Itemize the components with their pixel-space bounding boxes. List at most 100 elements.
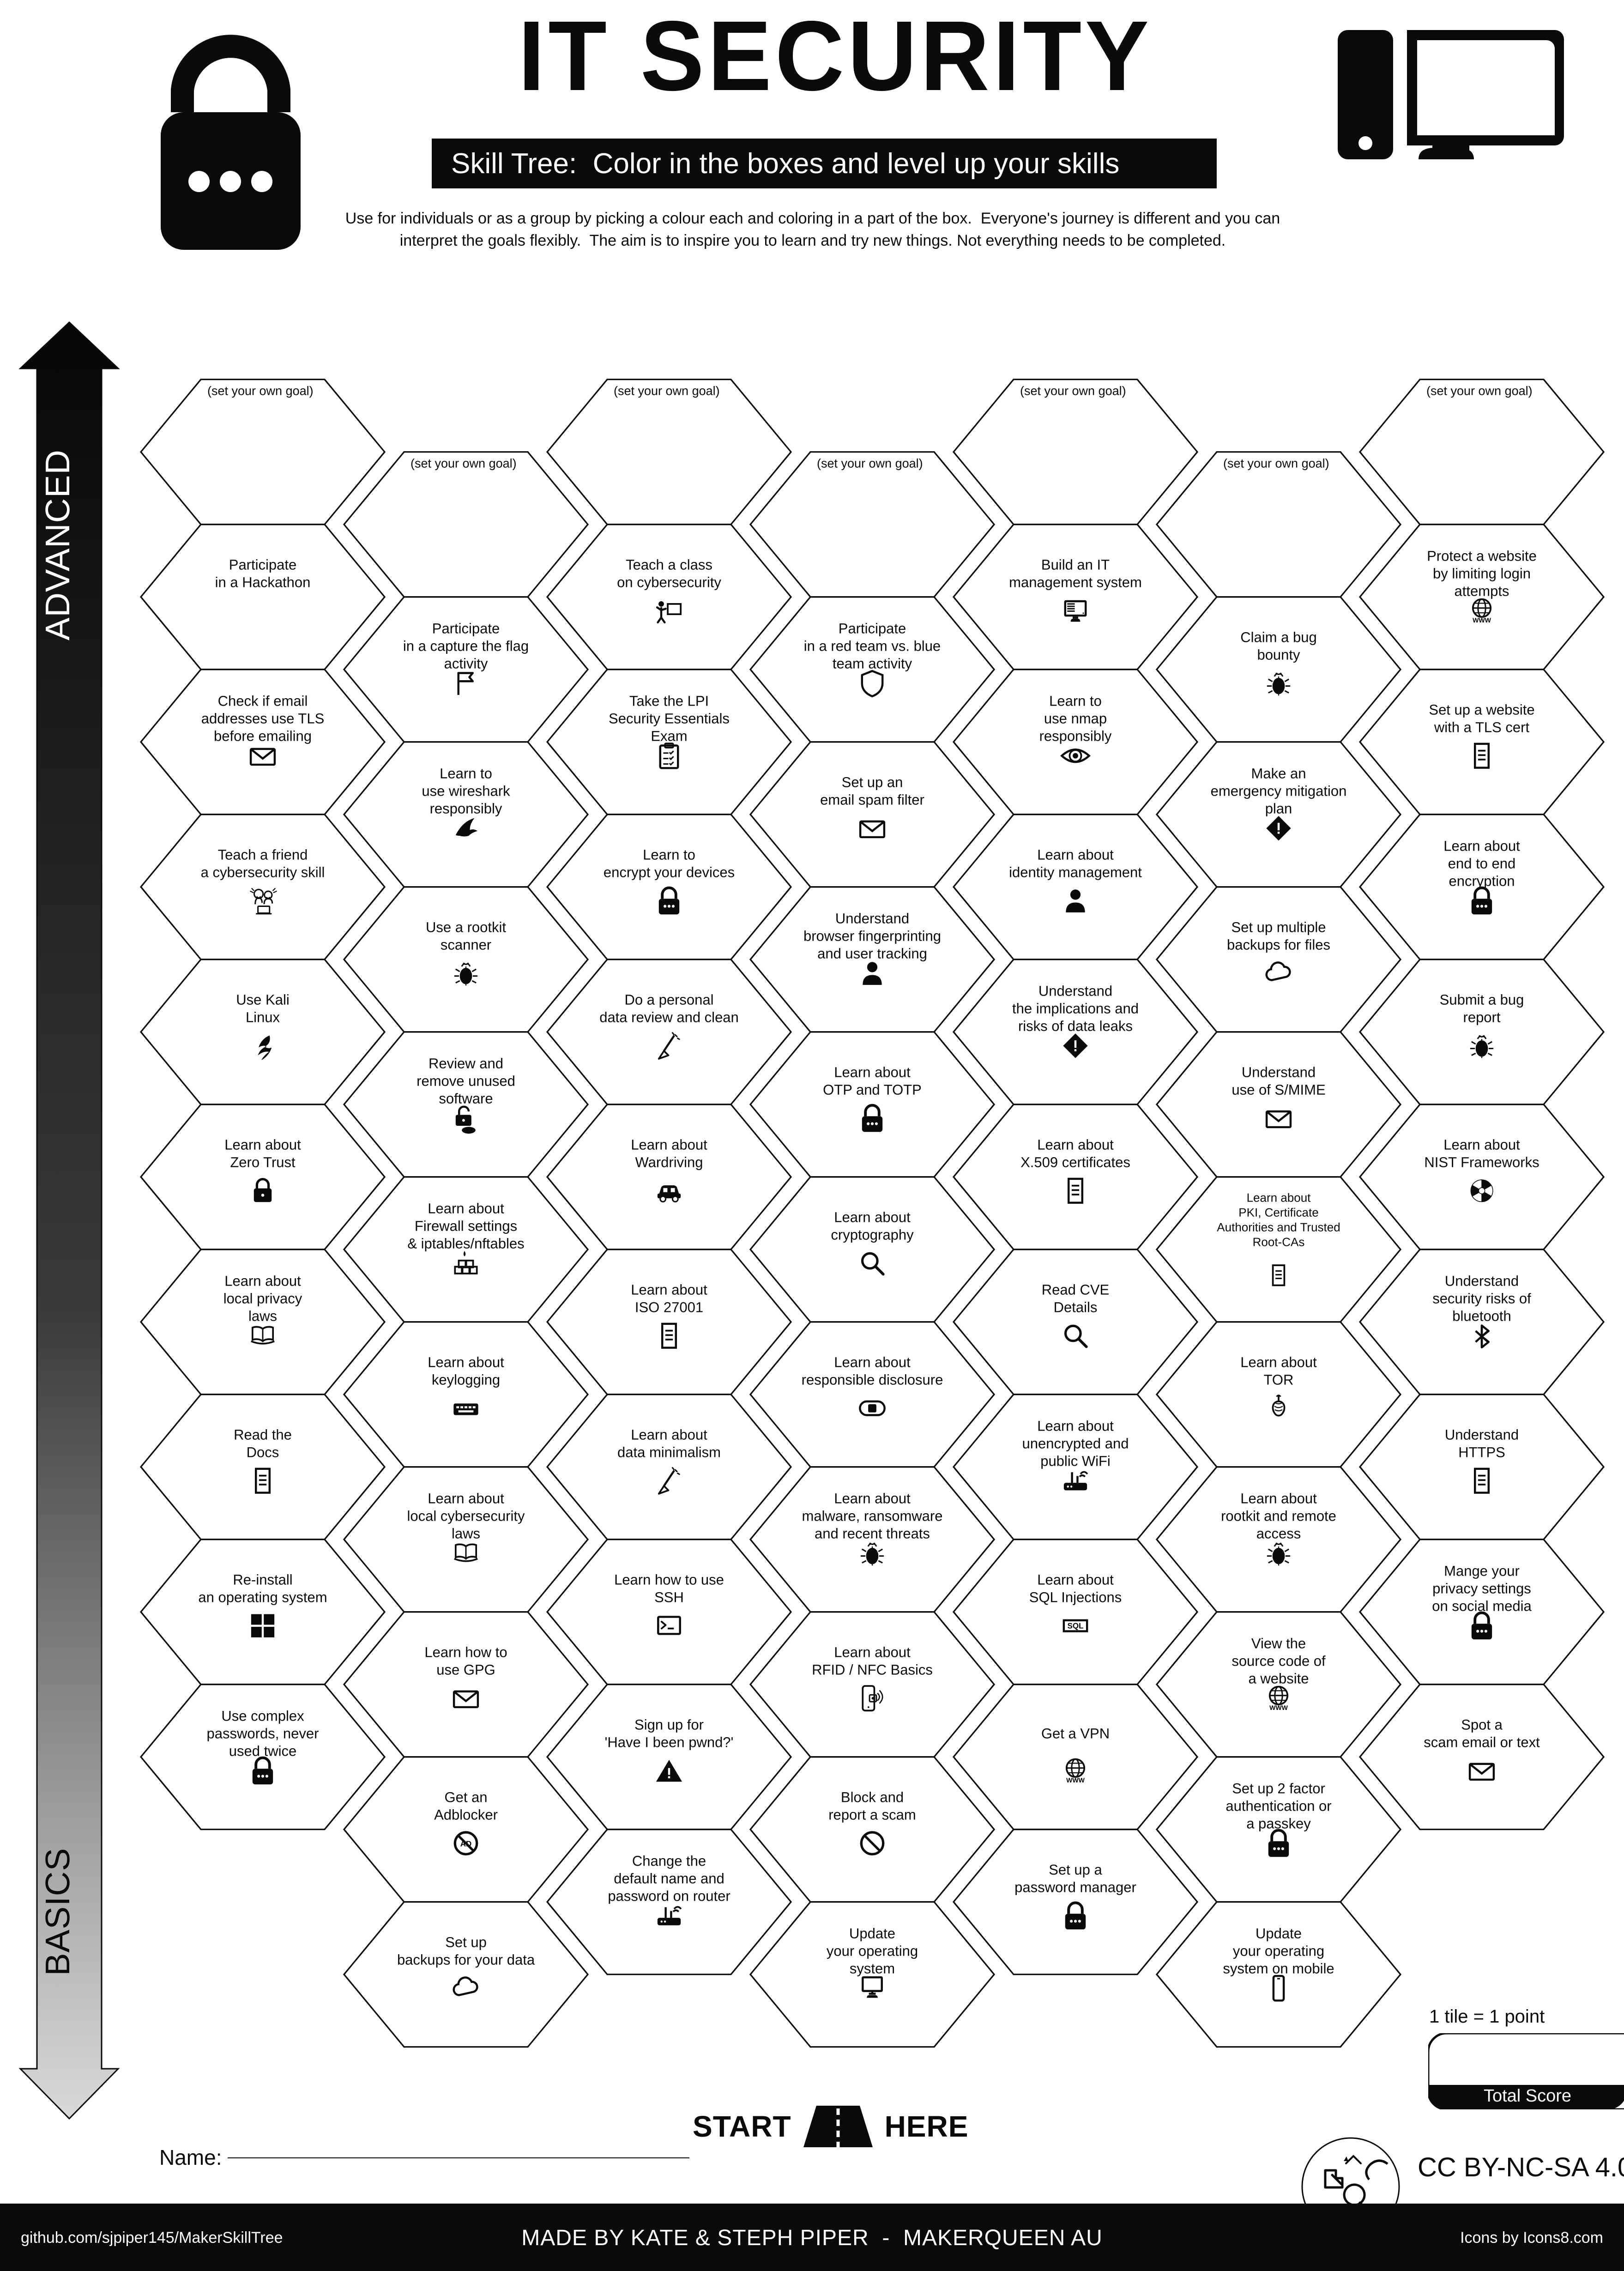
- svg-text:TOR: TOR: [1264, 1372, 1294, 1388]
- svg-text:Adblocker: Adblocker: [434, 1807, 498, 1823]
- svg-text:WWW: WWW: [1066, 1777, 1085, 1784]
- svg-text:public WiFi: public WiFi: [1040, 1453, 1111, 1469]
- svg-text:responsibly: responsibly: [430, 801, 502, 817]
- svg-text:Learn about: Learn about: [834, 1209, 911, 1226]
- svg-text:Learn to: Learn to: [643, 847, 695, 863]
- svg-text:the implications and: the implications and: [1012, 1001, 1139, 1017]
- svg-text:Make an: Make an: [1251, 766, 1306, 782]
- svg-text:Docs: Docs: [247, 1444, 279, 1461]
- svg-text:laws: laws: [452, 1526, 480, 1542]
- svg-text:Root-CAs: Root-CAs: [1253, 1235, 1305, 1249]
- svg-text:Total Score: Total Score: [1484, 2086, 1571, 2106]
- svg-text:SQL: SQL: [1068, 1621, 1084, 1630]
- svg-text:Understand: Understand: [835, 911, 909, 927]
- svg-text:HTTPS: HTTPS: [1458, 1444, 1505, 1461]
- svg-text:Read the: Read the: [234, 1427, 292, 1443]
- svg-text:Use a rootkit: Use a rootkit: [426, 919, 506, 936]
- svg-text:a cybersecurity skill: a cybersecurity skill: [201, 864, 325, 881]
- svg-text:Set up a: Set up a: [1049, 1862, 1102, 1878]
- svg-text:Learn about: Learn about: [631, 1282, 707, 1298]
- svg-text:ISO 27001: ISO 27001: [635, 1299, 703, 1316]
- svg-text:Use Kali: Use Kali: [236, 992, 289, 1008]
- svg-text:security risks of: security risks of: [1432, 1291, 1531, 1307]
- svg-text:unencrypted and: unencrypted and: [1022, 1436, 1129, 1452]
- svg-text:backups for files: backups for files: [1227, 937, 1330, 953]
- svg-text:privacy settings: privacy settings: [1432, 1581, 1531, 1597]
- svg-text:Review and: Review and: [429, 1056, 503, 1072]
- svg-text:password on router: password on router: [608, 1888, 730, 1904]
- svg-text:Change the: Change the: [632, 1853, 706, 1869]
- svg-text:Authorities and Trusted: Authorities and Trusted: [1217, 1220, 1340, 1234]
- svg-text:Sign up for: Sign up for: [634, 1717, 704, 1733]
- svg-text:Learn about: Learn about: [1240, 1354, 1317, 1371]
- svg-text:use GPG: use GPG: [436, 1662, 495, 1678]
- svg-text:X.509 certificates: X.509 certificates: [1020, 1154, 1130, 1171]
- svg-text:in a capture the flag: in a capture the flag: [403, 638, 529, 654]
- svg-text:(set your own goal): (set your own goal): [411, 457, 517, 471]
- svg-text:Linux: Linux: [246, 1009, 280, 1026]
- svg-text:Participate: Participate: [229, 557, 296, 573]
- svg-text:(set your own goal): (set your own goal): [1020, 384, 1126, 398]
- svg-text:malware, ransomware: malware, ransomware: [802, 1508, 943, 1524]
- svg-text:Security Essentials: Security Essentials: [609, 711, 730, 727]
- svg-text:risks of data leaks: risks of data leaks: [1018, 1018, 1133, 1034]
- svg-text:Set up 2 factor: Set up 2 factor: [1232, 1781, 1325, 1797]
- svg-text:Submit a bug: Submit a bug: [1440, 992, 1524, 1008]
- svg-text:system: system: [850, 1961, 895, 1977]
- svg-text:Check if email: Check if email: [218, 693, 308, 709]
- svg-text:backups for your data: backups for your data: [397, 1952, 535, 1968]
- svg-text:cryptography: cryptography: [831, 1227, 914, 1243]
- svg-text:Learn about: Learn about: [1037, 1418, 1114, 1434]
- svg-text:Zero Trust: Zero Trust: [230, 1154, 296, 1171]
- svg-text:bluetooth: bluetooth: [1452, 1308, 1511, 1324]
- svg-text:responsible disclosure: responsible disclosure: [802, 1372, 943, 1388]
- svg-text:BASICS: BASICS: [38, 1848, 77, 1975]
- svg-text:Use complex: Use complex: [221, 1708, 304, 1724]
- svg-text:and user tracking: and user tracking: [817, 946, 927, 962]
- svg-text:password manager: password manager: [1014, 1879, 1136, 1896]
- svg-text:Details: Details: [1054, 1299, 1098, 1316]
- svg-text:keylogging: keylogging: [432, 1372, 500, 1388]
- svg-text:authentication or: authentication or: [1226, 1798, 1331, 1814]
- svg-text:data minimalism: data minimalism: [617, 1444, 721, 1461]
- svg-text:Get a VPN: Get a VPN: [1041, 1726, 1110, 1742]
- svg-text:Exam: Exam: [651, 728, 687, 744]
- svg-text:'Have I been pwnd?': 'Have I been pwnd?': [605, 1734, 734, 1751]
- svg-text:Update: Update: [1256, 1926, 1302, 1942]
- svg-text:Teach a class: Teach a class: [626, 557, 712, 573]
- svg-text:OTP and TOTP: OTP and TOTP: [823, 1082, 922, 1098]
- svg-text:Learn about: Learn about: [1037, 847, 1114, 863]
- svg-text:Learn about: Learn about: [428, 1354, 504, 1371]
- svg-text:emergency mitigation: emergency mitigation: [1211, 783, 1347, 799]
- svg-text:SSH: SSH: [654, 1589, 684, 1606]
- svg-text:management system: management system: [1009, 574, 1142, 591]
- svg-text:on cybersecurity: on cybersecurity: [617, 574, 721, 591]
- svg-text:Learn about: Learn about: [631, 1427, 707, 1443]
- svg-text:Learn about: Learn about: [834, 1644, 911, 1661]
- svg-text:Learn about: Learn about: [834, 1064, 911, 1081]
- svg-text:by limiting login: by limiting login: [1433, 566, 1531, 582]
- svg-text:a website: a website: [1249, 1671, 1309, 1687]
- svg-text:Participate: Participate: [432, 621, 500, 637]
- svg-text:Claim a bug: Claim a bug: [1240, 629, 1316, 646]
- svg-text:& iptables/nftables: & iptables/nftables: [407, 1236, 524, 1252]
- svg-text:use nmap: use nmap: [1044, 711, 1107, 727]
- svg-text:local cybersecurity: local cybersecurity: [407, 1508, 525, 1524]
- svg-text:bounty: bounty: [1257, 647, 1300, 663]
- svg-text:Learn about: Learn about: [834, 1354, 911, 1371]
- svg-text:Set up a website: Set up a website: [1429, 702, 1534, 718]
- svg-text:Learn about: Learn about: [1240, 1491, 1317, 1507]
- svg-text:data review and clean: data review and clean: [599, 1009, 739, 1026]
- svg-text:rootkit and remote: rootkit and remote: [1221, 1508, 1336, 1524]
- svg-text:Learn how to: Learn how to: [424, 1644, 507, 1661]
- svg-text:software: software: [439, 1091, 493, 1107]
- svg-text:local privacy: local privacy: [223, 1291, 302, 1307]
- svg-text:Learn about: Learn about: [224, 1273, 301, 1289]
- svg-text:before emailing: before emailing: [214, 728, 312, 744]
- svg-text:with a TLS cert: with a TLS cert: [1434, 719, 1530, 736]
- svg-text:remove unused: remove unused: [417, 1073, 515, 1089]
- svg-text:SQL Injections: SQL Injections: [1029, 1589, 1122, 1606]
- svg-text:use of S/MIME: use of S/MIME: [1232, 1082, 1325, 1098]
- svg-text:and recent threats: and recent threats: [815, 1526, 930, 1542]
- svg-text:access: access: [1256, 1526, 1301, 1542]
